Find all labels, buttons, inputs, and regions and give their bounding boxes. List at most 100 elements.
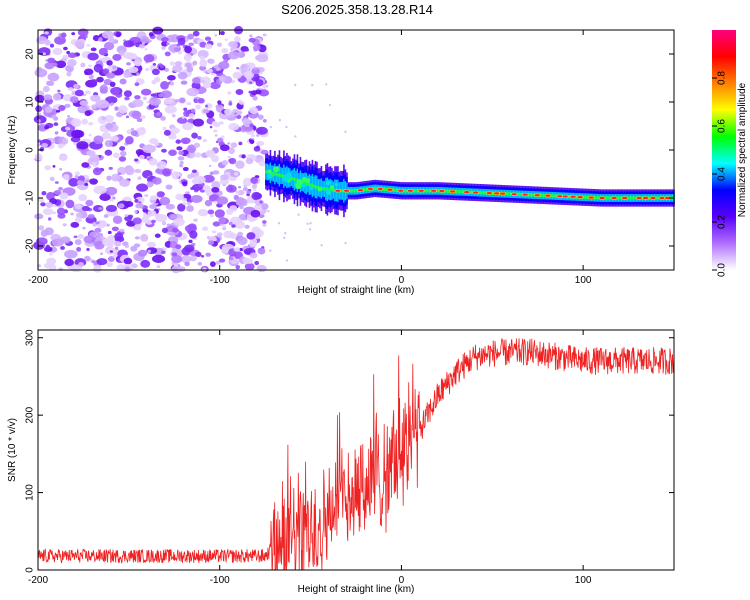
spectrogram-noise-blob <box>202 174 215 183</box>
spectrogram-noise-blob <box>76 246 82 252</box>
spectrogram-noise-blob <box>182 197 188 202</box>
spectrogram-noise-blob <box>119 78 127 85</box>
spectrogram-noise-blob <box>182 202 187 206</box>
spectrogram-noise-blob <box>57 143 64 149</box>
spectrogram-noise-blob <box>124 244 130 248</box>
spectrogram-noise-blob <box>193 218 198 222</box>
spectrogram-noise-blob <box>70 212 74 216</box>
snr-y-tick-label: 300 <box>25 329 36 346</box>
carrier-core <box>332 188 335 192</box>
spectrogram-noise-blob <box>222 226 227 231</box>
carrier-core <box>290 176 293 181</box>
spectrogram-noise-blob <box>151 254 166 263</box>
spectrogram-noise-blob <box>235 160 245 169</box>
spectrogram-noise-blob <box>191 169 197 173</box>
spectrogram-x-axis: -200 -100 0 100 <box>28 30 592 286</box>
carrier-core <box>383 187 386 191</box>
spectrogram-noise-blob <box>34 213 44 220</box>
colorbar-tick-label: 0.2 <box>717 215 728 229</box>
carrier-core <box>542 193 545 198</box>
spectrogram-noise-blob <box>118 156 127 162</box>
spectrogram-noise-blob <box>181 115 185 119</box>
spectrogram-noise-blob <box>216 190 223 196</box>
carrier-hotspot <box>407 189 414 192</box>
spectrogram-noise-blob <box>52 164 56 168</box>
carrier-clump <box>285 172 292 178</box>
carrier-core <box>448 189 450 193</box>
spectrogram-noise-blob <box>228 158 234 163</box>
spectrogram-noise-blob <box>143 54 155 63</box>
spectrogram-noise-blob <box>134 210 138 214</box>
spectrogram-noise-blob <box>174 99 180 103</box>
spectrogram-noise-blob <box>147 249 151 254</box>
carrier-hotspot <box>464 190 470 194</box>
spectrogram-noise-blob <box>192 118 204 127</box>
spectrogram-noise-blob <box>224 108 232 116</box>
spectrogram-noise-blob <box>134 82 140 87</box>
spectrogram-noise-blob <box>261 203 269 210</box>
spectrogram-noise-blob <box>212 170 220 175</box>
spectrogram-noise-blob <box>107 256 115 263</box>
spectrogram-noise-blob <box>167 75 176 81</box>
carrier-hotspot <box>557 195 563 198</box>
spectrogram-noise-blob <box>54 131 59 135</box>
carrier-core <box>617 196 620 200</box>
spectrogram-noise-blob <box>36 66 43 73</box>
spectrogram-noise-blob <box>135 127 146 136</box>
spectrogram-noise-blob <box>144 194 149 197</box>
snr-x-axis: -200 -100 0 100 <box>28 330 592 586</box>
spectrogram-noise-blob <box>53 189 62 195</box>
spectrogram-noise-blob <box>93 205 104 213</box>
spectrogram-noise-blob <box>177 37 186 46</box>
spectrogram-noise-blob <box>214 134 218 137</box>
spectrogram-noise-blob <box>238 141 243 146</box>
spectrogram-noise-blob <box>244 48 250 52</box>
carrier-core <box>395 188 398 192</box>
spectrogram-noise-blob <box>93 185 107 195</box>
carrier-core <box>364 188 366 192</box>
spectrogram-noise-blob <box>189 230 198 239</box>
spectrogram-noise-blob <box>115 31 122 38</box>
spectrogram-noise-blob <box>176 43 181 47</box>
carrier-core <box>278 173 281 177</box>
spectrogram-noise-blob <box>52 93 62 101</box>
carrier-core <box>628 196 630 200</box>
spectrogram-noise-blob <box>218 258 226 263</box>
spectrogram-noise-blob <box>68 52 77 59</box>
spectrogram-x-tick-label: -100 <box>210 275 230 286</box>
spectrogram-noise-blob <box>161 40 168 47</box>
carrier-core <box>289 176 291 180</box>
spectrogram-noise-dot <box>306 222 309 225</box>
spectrogram-noise-blob <box>231 224 236 228</box>
spectrogram-noise-blob <box>73 235 78 239</box>
spectrogram-noise-blob <box>93 264 102 273</box>
spectrogram-noise-blob <box>45 202 53 209</box>
spectrogram-noise-blob <box>228 102 233 106</box>
spectrogram-noise-blob <box>202 138 207 143</box>
spectrogram-noise-blob <box>188 239 193 244</box>
spectrogram-noise-blob <box>172 64 183 73</box>
carrier-core <box>323 187 326 191</box>
carrier-hotspot <box>611 196 617 200</box>
spectrogram-noise-blob <box>74 239 82 245</box>
spectrogram-noise-blob <box>104 149 113 156</box>
spectrogram-y-axis: -20 -10 0 10 20 <box>25 48 674 253</box>
spectrogram-noise-blob <box>200 76 211 85</box>
spectrogram-noise-blob <box>138 154 145 160</box>
spectrogram-noise-blob <box>53 122 59 126</box>
spectrogram-noise-blob <box>40 202 46 207</box>
spectrogram-noise-blob <box>134 95 141 100</box>
spectrogram-noise-blob <box>132 217 142 225</box>
spectrogram-noise-blob <box>73 84 79 89</box>
spectrogram-noise-blob <box>116 45 127 54</box>
spectrogram-noise-blob <box>81 162 90 168</box>
carrier-core <box>584 195 587 199</box>
carrier-core <box>313 184 315 188</box>
spectrogram-noise-blob <box>236 113 239 116</box>
carrier-core <box>470 190 473 194</box>
spectrogram-noise-blob <box>175 193 185 201</box>
carrier-core <box>416 189 419 193</box>
carrier-hotspot <box>562 195 568 198</box>
spectrogram-noise-blob <box>62 223 67 227</box>
spectrogram-noise-blob <box>156 265 161 268</box>
